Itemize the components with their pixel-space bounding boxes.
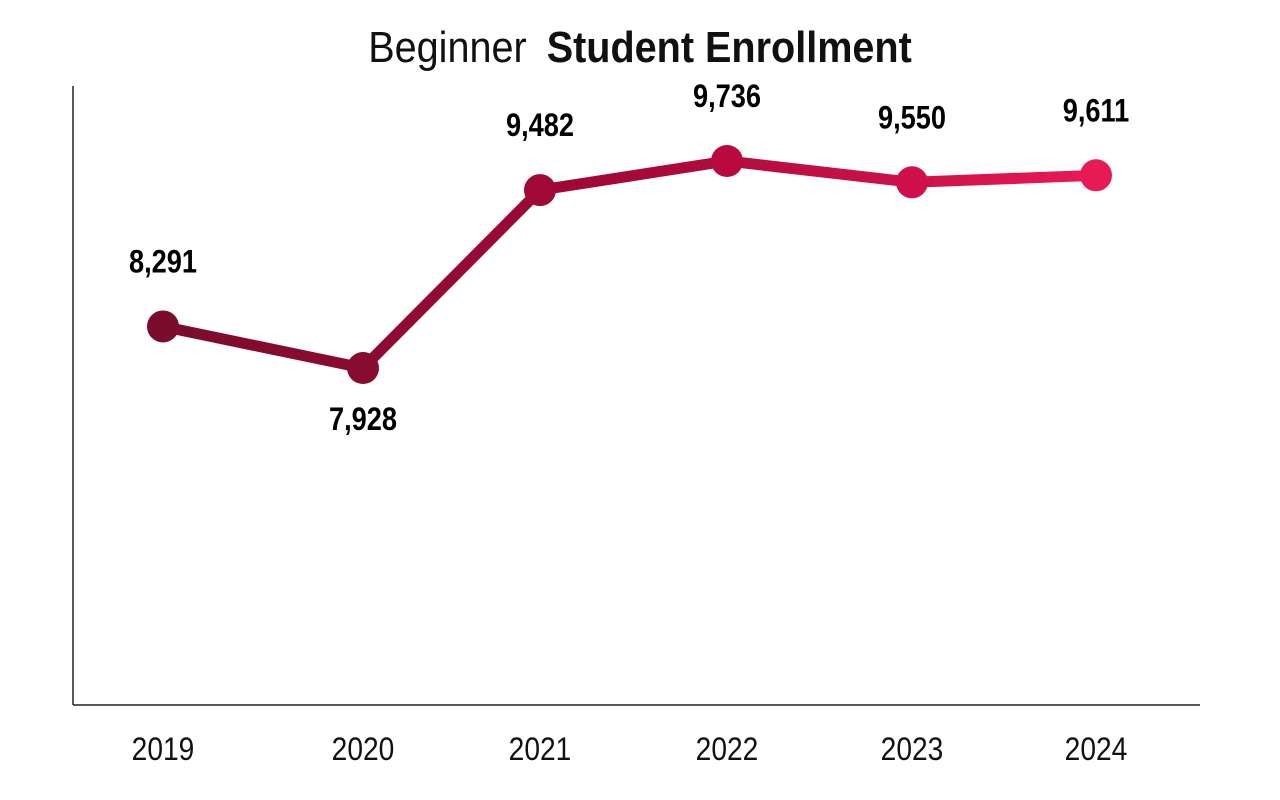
series-line bbox=[161, 155, 1097, 374]
data-label-2023: 9,550 bbox=[878, 100, 946, 136]
data-label-2024: 9,611 bbox=[1063, 93, 1130, 129]
data-label-2022: 9,736 bbox=[693, 79, 761, 115]
x-tick-label-2023: 2023 bbox=[881, 732, 944, 767]
data-point-2019 bbox=[147, 310, 179, 343]
x-tick-label-2021: 2021 bbox=[509, 732, 572, 767]
x-tick-label-2022: 2022 bbox=[696, 732, 759, 767]
x-tick-label-2019: 2019 bbox=[132, 732, 195, 767]
data-label-2020: 7,928 bbox=[329, 402, 397, 438]
data-label-2019: 8,291 bbox=[129, 244, 197, 280]
chart-title: Beginner Student Enrollment bbox=[368, 22, 912, 71]
data-point-2021 bbox=[524, 174, 556, 207]
data-point-2023 bbox=[896, 166, 928, 199]
data-label-2021: 9,482 bbox=[506, 108, 574, 144]
data-point-2022 bbox=[711, 144, 743, 177]
chart-title-prefix: Beginner bbox=[368, 22, 527, 71]
x-tick-label-2024: 2024 bbox=[1065, 732, 1128, 767]
chart-title-main: Student Enrollment bbox=[547, 22, 912, 71]
x-tick-label-2020: 2020 bbox=[332, 732, 395, 767]
data-point-2020 bbox=[347, 352, 379, 385]
data-point-2024 bbox=[1080, 159, 1112, 192]
